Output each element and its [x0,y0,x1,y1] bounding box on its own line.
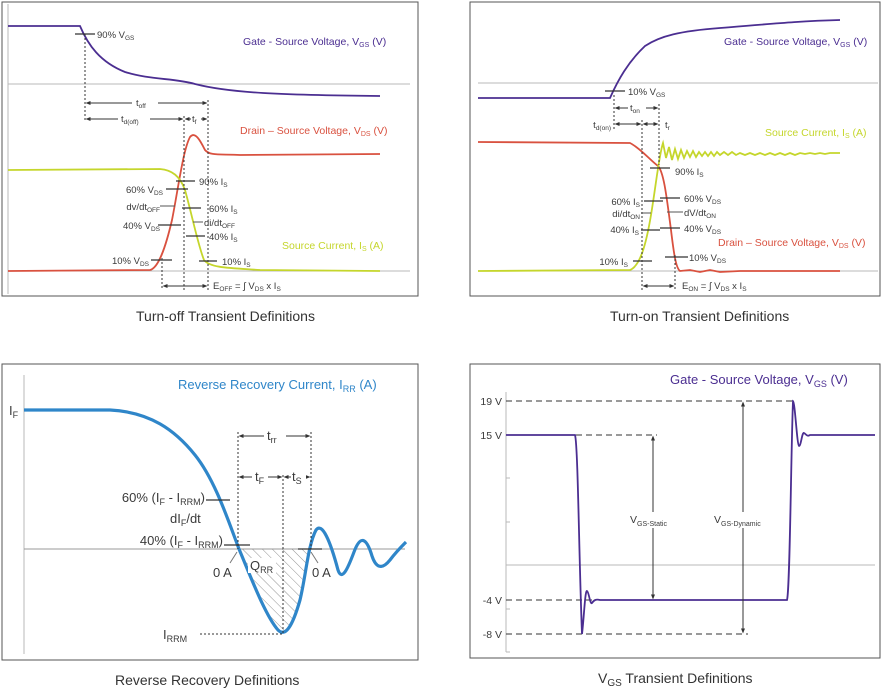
vgs-trace [8,25,381,97]
label-40-is: 40% IS [209,232,238,244]
label-0a-left: 0 A [213,565,232,580]
label-90-is: 90% IS [199,177,228,189]
vgs-series-label: Gate - Source Voltage, VGS (V) [670,372,848,389]
tick-minus-8v: -8 V [483,629,502,641]
label-40-vds: 40% VDS [684,224,722,236]
label-qrr: QRR [250,558,274,575]
label-eon: EON = ∫ VDS x IS [682,281,747,293]
vgs-series-label: Gate - Source Voltage, VGS (V) [724,36,867,49]
caption-vgs-transient: VGS Transient Definitions [598,670,753,689]
vgs-trace [478,19,841,99]
label-dvdt-off: dv/dtOFF [126,202,160,214]
caption-turn-on: Turn-on Transient Definitions [610,308,790,324]
vds-series-label: Drain – Source Voltage, VDS (V) [718,237,865,250]
vds-series-label: Drain – Source Voltage, VDS (V) [240,125,387,138]
panel-frame [1,363,419,661]
label-irrm: IRRM [163,627,187,644]
label-0a-right: 0 A [312,565,331,580]
label-tf: tf [192,114,197,126]
label-tf: tF [255,469,265,486]
tick-15v: 15 V [480,430,502,442]
label-10-vds: 10% VDS [689,253,727,265]
tick-minus-4v: -4 V [483,595,502,607]
label-40-is: 40% IS [610,225,639,237]
is-trace [7,168,381,272]
vds-trace [477,141,840,273]
label-60-vds: 60% VDS [126,185,164,197]
label-10-vds: 10% VDS [112,256,150,268]
label-60-is: 60% IS [611,197,640,209]
label-dif-dt: dIF/dt [170,511,201,528]
label-dvdt-on: dV/dtON [684,208,716,220]
vgs-transient-panel: Gate - Source Voltage, VGS (V) 19 V 15 V… [469,363,881,659]
label-trr: trr [267,428,277,445]
label-90-is: 90% IS [675,167,704,179]
label-tr: tr [665,120,671,132]
label-60-is: 60% IS [209,204,238,216]
is-series-label: Source Current, IS (A) [282,240,384,253]
label-60-vds: 60% VDS [684,194,722,206]
turn-off-panel: 90% VGS Gate - Source Voltage, VGS (V) t… [1,1,419,297]
label-didt-on: di/dtON [612,209,640,221]
label-toff: toff [136,98,146,110]
label-vgs-static: VGS-Static [630,514,667,528]
caption-reverse-recovery: Reverse Recovery Definitions [115,672,300,688]
vgs-series-label: Gate - Source Voltage, VGS (V) [243,36,386,49]
panel-frame [469,1,881,297]
label-eoff: EOFF = ∫ VDS x IS [213,281,281,293]
label-40-vds: 40% VDS [123,221,161,233]
panel-frame [1,1,419,297]
reverse-recovery-panel: Reverse Recovery Current, IRR (A) IF trr… [1,363,419,661]
label-10-is: 10% IS [599,257,628,269]
label-ts: tS [292,469,302,486]
caption-turn-off: Turn-off Transient Definitions [136,308,315,324]
irr-trace [24,408,408,634]
label-tdoff: td(off) [121,114,139,126]
label-10-is: 10% IS [222,257,251,269]
label-tdon: td(on) [593,120,611,132]
is-trace [477,139,840,272]
label-10-vgs: 10% VGS [628,87,666,99]
label-40-if-irrm: 40% (IF - IRRM) [140,533,223,550]
vgs-trace [506,399,875,635]
label-if: IF [9,403,19,420]
irr-series-label: Reverse Recovery Current, IRR (A) [178,377,377,394]
is-series-label: Source Current, IS (A) [765,127,867,140]
panel-frame [469,363,881,659]
label-ton: ton [630,103,640,115]
label-60-if-irrm: 60% (IF - IRRM) [122,490,205,507]
label-didt-off: di/dtOFF [204,218,235,230]
label-vgs-dynamic: VGS-Dynamic [714,514,761,528]
vds-trace [7,134,381,272]
label-90-vgs: 90% VGS [97,30,135,42]
turn-on-panel: 10% VGS Gate - Source Voltage, VGS (V) t… [469,1,881,297]
tick-19v: 19 V [480,396,502,408]
